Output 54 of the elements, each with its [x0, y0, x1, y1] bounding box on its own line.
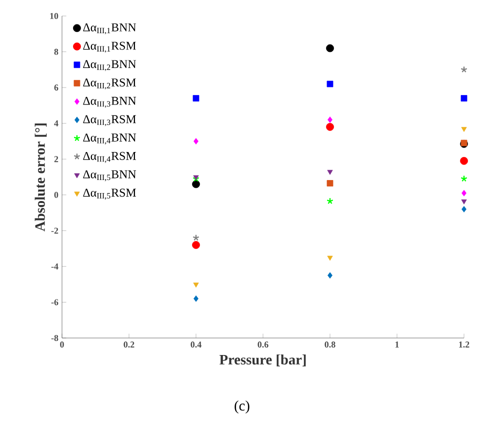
y-tick-label: 4 — [54, 120, 58, 126]
point — [327, 170, 333, 175]
text: (c) — [234, 400, 250, 414]
point — [460, 156, 468, 165]
point — [192, 180, 200, 188]
legend-label: Δα$_{III,4}$BNN — [83, 134, 136, 144]
y-tick-label: -4 — [51, 263, 58, 270]
point — [328, 116, 332, 123]
legend-label: Δα$_{III,1}$BNN — [83, 23, 136, 34]
point — [326, 122, 334, 131]
y-tick-label: 6 — [54, 84, 58, 91]
point — [462, 206, 466, 212]
y-axis-title: Absolute error [°] — [34, 124, 47, 232]
x-axis-title: Pressure [bar] — [219, 354, 306, 366]
x-tick-label: 1 — [395, 342, 399, 348]
legend-label: Δα$_{III,4}$RSM — [83, 152, 136, 163]
y-tick-label: 2 — [54, 156, 58, 162]
legend-label: Δα$_{III,5}$RSM — [83, 188, 136, 200]
x-tick-label: 0.8 — [324, 342, 336, 348]
point — [326, 80, 334, 88]
point — [460, 175, 468, 182]
point — [460, 66, 468, 73]
legend-label: Δα$_{III,3}$RSM — [83, 115, 136, 126]
point — [326, 180, 334, 186]
y-tick-label: 8 — [54, 48, 58, 55]
point — [462, 190, 466, 196]
y-tick-label: -2 — [51, 228, 58, 234]
legend-label: Δα$_{III,2}$BNN — [83, 60, 136, 72]
y-tick-label: -6 — [51, 299, 58, 306]
point — [328, 272, 332, 279]
legend-label: Δα$_{III,3}$BNN — [83, 96, 136, 108]
point — [461, 127, 467, 132]
x-tick-label: 0.6 — [258, 342, 268, 348]
point — [193, 282, 199, 288]
legend-label: Δα$_{III,1}$RSM — [83, 42, 136, 53]
point — [460, 95, 468, 102]
legend-label: Δα$_{III,2}$RSM — [83, 78, 136, 90]
x-tick-label: 0.4 — [190, 342, 202, 348]
y-tick-label: 0 — [54, 192, 58, 198]
point — [326, 198, 334, 204]
point — [192, 241, 200, 249]
point — [326, 44, 334, 52]
legend-label: Δα$_{III,5}$BNN — [83, 170, 136, 182]
point — [192, 95, 200, 102]
point — [192, 234, 200, 241]
point — [194, 138, 198, 144]
point — [327, 256, 333, 261]
y-tick-label: -8 — [51, 334, 58, 342]
x-tick-label: 0 — [60, 342, 64, 348]
point — [194, 295, 198, 302]
y-tick-label: 10 — [50, 12, 58, 20]
x-tick-label: 0.2 — [124, 342, 134, 348]
x-tick-label: 1.2 — [459, 342, 470, 348]
point — [461, 199, 467, 204]
